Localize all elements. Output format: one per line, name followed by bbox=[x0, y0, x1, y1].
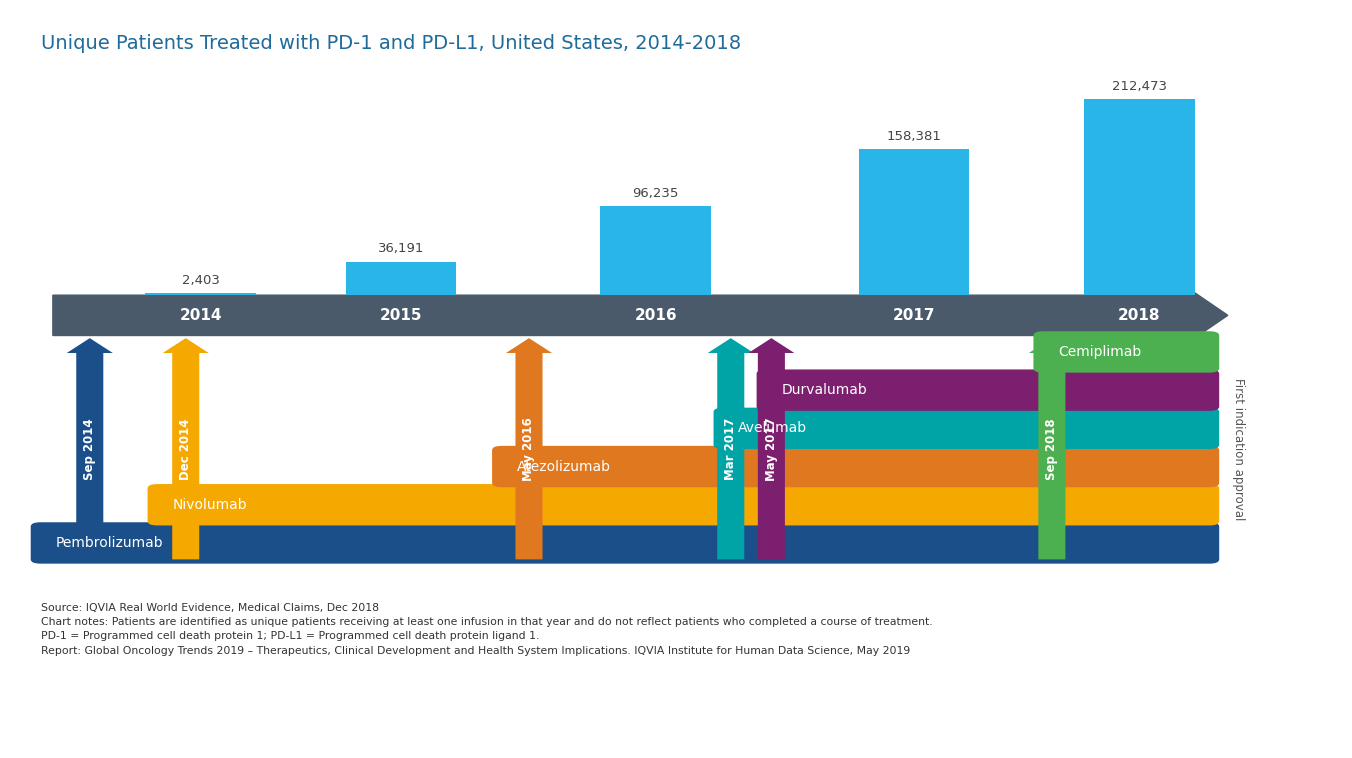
FancyArrow shape bbox=[707, 338, 754, 559]
Text: Atezolizumab: Atezolizumab bbox=[516, 459, 611, 474]
Text: Avelumab: Avelumab bbox=[738, 421, 807, 435]
Text: Sep 2018: Sep 2018 bbox=[1045, 418, 1059, 480]
Text: 2017: 2017 bbox=[892, 308, 936, 323]
FancyBboxPatch shape bbox=[757, 369, 1220, 411]
Text: 212,473: 212,473 bbox=[1111, 80, 1167, 92]
FancyBboxPatch shape bbox=[492, 446, 1220, 487]
FancyArrow shape bbox=[749, 338, 795, 559]
Text: Cemiplimab: Cemiplimab bbox=[1059, 345, 1141, 359]
Text: Unique Patients Treated with PD-1 and PD-L1, United States, 2014-2018: Unique Patients Treated with PD-1 and PD… bbox=[41, 34, 741, 53]
Text: 96,235: 96,235 bbox=[633, 187, 679, 200]
FancyBboxPatch shape bbox=[147, 484, 1220, 525]
Bar bbox=[859, 149, 969, 295]
Text: 2014: 2014 bbox=[180, 308, 222, 323]
Text: May 2017: May 2017 bbox=[765, 417, 777, 481]
Bar bbox=[145, 293, 256, 295]
Text: Nivolumab: Nivolumab bbox=[172, 498, 247, 512]
Text: May 2016: May 2016 bbox=[522, 417, 535, 481]
Bar bbox=[1084, 99, 1195, 295]
Text: First indication approval: First indication approval bbox=[1232, 377, 1244, 520]
FancyArrow shape bbox=[53, 290, 1228, 340]
FancyBboxPatch shape bbox=[1033, 331, 1220, 373]
FancyArrow shape bbox=[1029, 338, 1075, 559]
Text: Source: IQVIA Real World Evidence, Medical Claims, Dec 2018
Chart notes: Patient: Source: IQVIA Real World Evidence, Medic… bbox=[41, 603, 932, 656]
Text: Dec 2014: Dec 2014 bbox=[180, 418, 192, 480]
Bar bbox=[346, 262, 457, 295]
Text: 158,381: 158,381 bbox=[887, 130, 941, 143]
Text: Mar 2017: Mar 2017 bbox=[725, 418, 737, 480]
Text: 2,403: 2,403 bbox=[181, 274, 219, 287]
FancyArrow shape bbox=[506, 338, 552, 559]
FancyArrow shape bbox=[162, 338, 208, 559]
Text: Pembrolizumab: Pembrolizumab bbox=[55, 536, 164, 550]
FancyArrow shape bbox=[66, 338, 112, 559]
Text: 2016: 2016 bbox=[634, 308, 677, 323]
Text: 2015: 2015 bbox=[380, 308, 422, 323]
Text: Durvalumab: Durvalumab bbox=[781, 383, 867, 397]
Text: 36,191: 36,191 bbox=[377, 243, 425, 255]
Text: Sep 2014: Sep 2014 bbox=[84, 418, 96, 480]
FancyBboxPatch shape bbox=[31, 522, 1220, 564]
Text: 2018: 2018 bbox=[1118, 308, 1160, 323]
FancyBboxPatch shape bbox=[714, 408, 1220, 449]
Bar bbox=[600, 206, 711, 295]
